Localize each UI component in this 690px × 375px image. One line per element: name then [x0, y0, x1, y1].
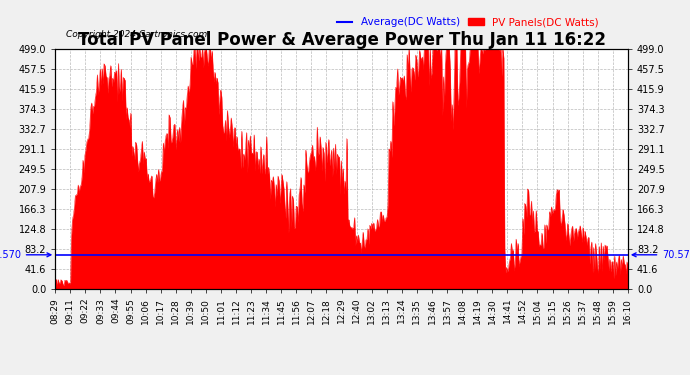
- Title: Total PV Panel Power & Average Power Thu Jan 11 16:22: Total PV Panel Power & Average Power Thu…: [77, 31, 606, 49]
- Legend: Average(DC Watts), PV Panels(DC Watts): Average(DC Watts), PV Panels(DC Watts): [333, 13, 602, 32]
- Text: Copyright 2024 Cartronics.com: Copyright 2024 Cartronics.com: [66, 30, 207, 39]
- Text: 70.570: 70.570: [632, 250, 690, 260]
- Text: 70.570: 70.570: [0, 250, 51, 260]
